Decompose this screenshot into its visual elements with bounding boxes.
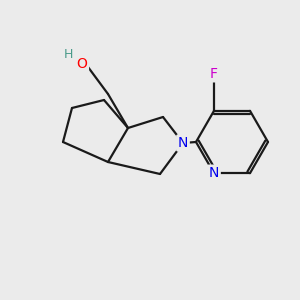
Text: H: H xyxy=(63,49,73,62)
Text: N: N xyxy=(209,166,219,180)
Text: O: O xyxy=(76,57,87,71)
Text: N: N xyxy=(178,136,188,150)
Text: F: F xyxy=(210,67,218,81)
